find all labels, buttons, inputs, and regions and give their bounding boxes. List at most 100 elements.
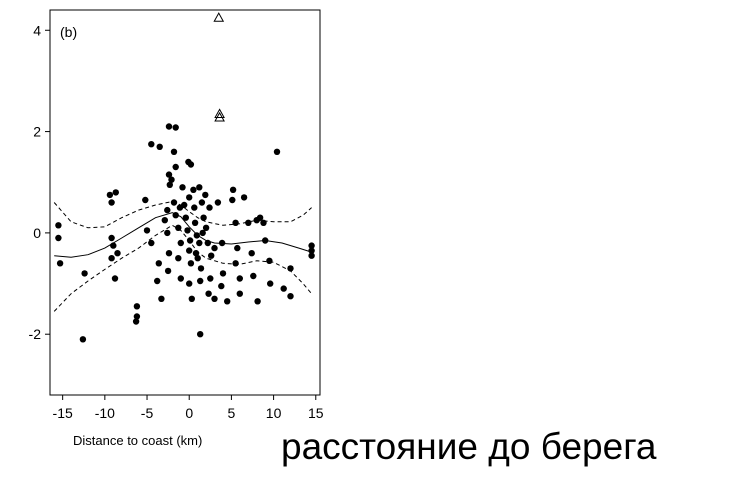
data-point xyxy=(248,250,255,257)
data-point xyxy=(110,242,117,249)
data-point xyxy=(148,239,155,247)
data-point xyxy=(111,275,119,282)
data-point xyxy=(158,295,165,302)
data-point xyxy=(165,171,173,178)
data-point xyxy=(177,239,184,247)
data-point xyxy=(198,199,206,206)
data-point xyxy=(188,295,195,302)
data-point xyxy=(165,250,173,257)
y-tick-label: 2 xyxy=(33,124,41,140)
data-point xyxy=(267,280,274,287)
data-point xyxy=(181,201,188,209)
data-point xyxy=(156,143,163,150)
data-point xyxy=(205,290,212,297)
data-point xyxy=(177,275,184,282)
band-upper-line xyxy=(53,200,312,229)
data-point xyxy=(142,196,149,204)
data-point xyxy=(262,237,269,244)
outlier-point xyxy=(214,111,225,122)
data-point xyxy=(161,217,168,224)
data-point xyxy=(206,204,213,211)
data-point xyxy=(308,242,315,249)
x-tick-label: 5 xyxy=(228,405,236,421)
data-point xyxy=(55,222,62,229)
data-point xyxy=(229,186,237,193)
data-point xyxy=(194,255,201,262)
fit-curve xyxy=(54,212,312,258)
data-point xyxy=(197,331,204,338)
outlier-point xyxy=(213,12,225,22)
data-point xyxy=(266,257,273,264)
data-points xyxy=(55,123,315,343)
data-point xyxy=(308,247,315,254)
data-point xyxy=(236,275,243,282)
data-point xyxy=(236,290,243,297)
y-tick-label: -2 xyxy=(29,326,42,342)
data-point xyxy=(308,252,315,259)
data-point xyxy=(172,124,179,131)
data-point xyxy=(143,227,151,234)
data-point xyxy=(287,293,294,300)
data-point xyxy=(108,255,115,262)
data-point xyxy=(166,181,173,188)
data-point xyxy=(114,250,121,257)
x-axis: -15 -10 -5 0 5 10 15 xyxy=(53,395,324,421)
data-point xyxy=(133,313,141,320)
fit-line xyxy=(54,212,312,258)
data-point xyxy=(208,252,215,259)
data-point xyxy=(187,161,195,168)
data-point xyxy=(219,270,227,277)
data-point xyxy=(256,214,264,221)
data-point xyxy=(224,298,231,305)
data-point xyxy=(229,196,236,204)
data-point xyxy=(106,191,114,199)
data-point xyxy=(200,214,207,221)
panel-label: (b) xyxy=(60,24,77,40)
data-point xyxy=(148,141,155,148)
data-point xyxy=(172,212,179,219)
data-point xyxy=(287,265,294,272)
data-point xyxy=(170,199,178,206)
data-point xyxy=(234,244,241,252)
data-point xyxy=(245,219,252,226)
data-point xyxy=(112,189,120,196)
data-point xyxy=(254,298,261,305)
data-point xyxy=(199,229,206,237)
x-axis-label: Distance to coast (km) xyxy=(73,433,202,448)
x-tick-label: 10 xyxy=(266,405,282,421)
data-point xyxy=(191,204,198,211)
data-point xyxy=(154,277,161,285)
x-tick-label: 15 xyxy=(308,405,324,421)
x-tick-label: -15 xyxy=(53,405,73,421)
data-point xyxy=(175,255,182,262)
data-point xyxy=(165,123,173,130)
data-point xyxy=(196,239,203,247)
x-tick-label: -5 xyxy=(141,405,154,421)
data-point xyxy=(186,194,193,201)
data-point xyxy=(164,229,171,237)
data-point xyxy=(168,176,175,183)
data-point xyxy=(170,148,178,155)
data-point xyxy=(81,270,88,277)
data-point xyxy=(179,184,186,191)
data-point xyxy=(56,260,64,267)
y-axis: -2 0 2 4 xyxy=(29,22,50,342)
data-point xyxy=(202,191,209,199)
data-point xyxy=(108,234,115,242)
data-point xyxy=(175,224,182,231)
data-point xyxy=(132,318,140,325)
data-point xyxy=(280,285,287,292)
data-point xyxy=(155,260,162,267)
data-point xyxy=(79,336,87,343)
data-point xyxy=(250,272,257,280)
data-point xyxy=(197,277,204,285)
outlier-points xyxy=(213,12,225,122)
band-lower-line xyxy=(53,224,312,312)
data-point xyxy=(240,194,248,201)
data-point xyxy=(204,239,211,247)
data-point xyxy=(191,219,199,226)
caption-text: расстояние до берега xyxy=(281,426,657,467)
data-point xyxy=(232,260,239,267)
data-point xyxy=(214,199,222,206)
